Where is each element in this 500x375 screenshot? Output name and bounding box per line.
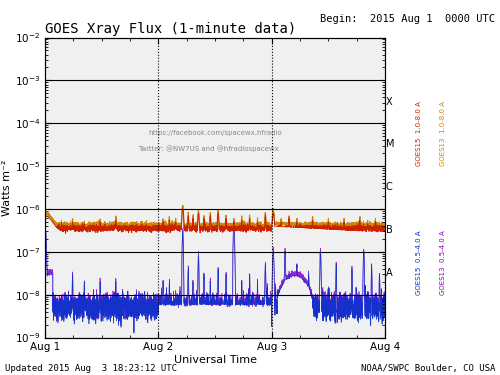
Text: C: C (386, 182, 392, 192)
Text: GOES Xray Flux (1-minute data): GOES Xray Flux (1-minute data) (45, 22, 296, 36)
Text: https://facebook.com/spacewx.hfradio: https://facebook.com/spacewx.hfradio (148, 130, 282, 136)
Text: M: M (386, 140, 394, 149)
Text: GOES15  0.5-4.0 A: GOES15 0.5-4.0 A (416, 230, 422, 295)
Text: B: B (386, 225, 392, 235)
Text: Twitter: @NW7US and @hfradiospacewx: Twitter: @NW7US and @hfradiospacewx (138, 145, 278, 152)
Text: X: X (386, 97, 392, 106)
X-axis label: Universal Time: Universal Time (174, 355, 256, 365)
Y-axis label: Watts m⁻²: Watts m⁻² (2, 159, 12, 216)
Text: GOES15  1.0-8.0 A: GOES15 1.0-8.0 A (416, 101, 422, 166)
Text: NOAA/SWPC Boulder, CO USA: NOAA/SWPC Boulder, CO USA (360, 364, 495, 373)
Text: GOES13  1.0-8.0 A: GOES13 1.0-8.0 A (440, 101, 446, 166)
Text: Begin:  2015 Aug 1  0000 UTC: Begin: 2015 Aug 1 0000 UTC (320, 14, 495, 24)
Text: Updated 2015 Aug  3 18:23:12 UTC: Updated 2015 Aug 3 18:23:12 UTC (5, 364, 177, 373)
Text: A: A (386, 268, 392, 278)
Text: GOES13  0.5-4.0 A: GOES13 0.5-4.0 A (440, 230, 446, 295)
